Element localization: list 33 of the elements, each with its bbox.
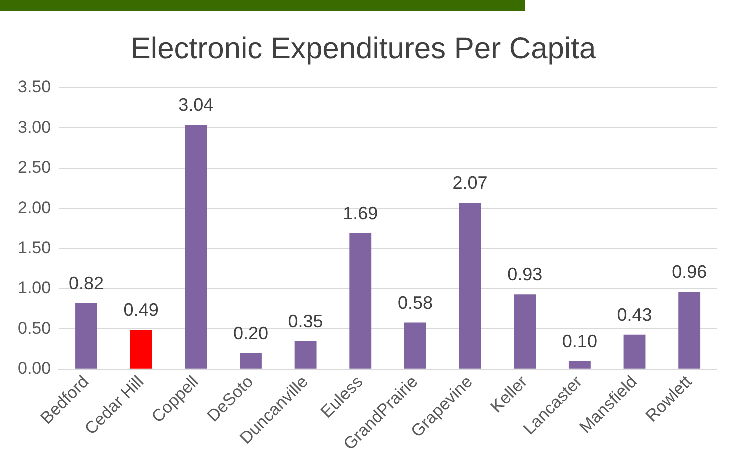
y-tick-label: 0.50 [18,318,52,338]
y-tick-label: 1.00 [18,278,52,298]
bar [459,202,482,369]
data-label: 3.04 [178,94,214,115]
data-label: 0.35 [288,311,324,332]
data-label: 0.10 [562,331,598,352]
bar [568,361,591,369]
data-label: 0.82 [68,273,104,294]
y-tick-label: 3.50 [18,78,52,97]
bar [514,294,536,369]
data-label: 0.49 [124,300,159,320]
bar [678,292,701,369]
bar [130,330,152,369]
bar [350,234,372,369]
y-tick-label: 3.00 [18,118,52,137]
data-label: 2.07 [452,172,488,193]
bar [240,353,262,369]
y-tick-label: 2.50 [18,158,52,178]
bar [185,124,208,369]
data-label: 0.43 [617,304,652,325]
chart-title: Electronic Expenditures Per Capita [130,32,596,66]
bar [294,341,317,369]
bar [624,334,646,369]
bar [76,303,98,369]
data-label: 0.20 [233,323,268,344]
y-tick-label: 1.50 [18,238,52,258]
y-tick-label: 0.00 [18,359,52,378]
data-label: 0.58 [398,292,433,313]
y-tick-label: 2.00 [18,198,52,218]
bar [404,322,426,369]
data-label: 1.69 [343,204,378,224]
data-label: 0.93 [508,264,543,285]
data-label: 0.96 [672,262,708,282]
